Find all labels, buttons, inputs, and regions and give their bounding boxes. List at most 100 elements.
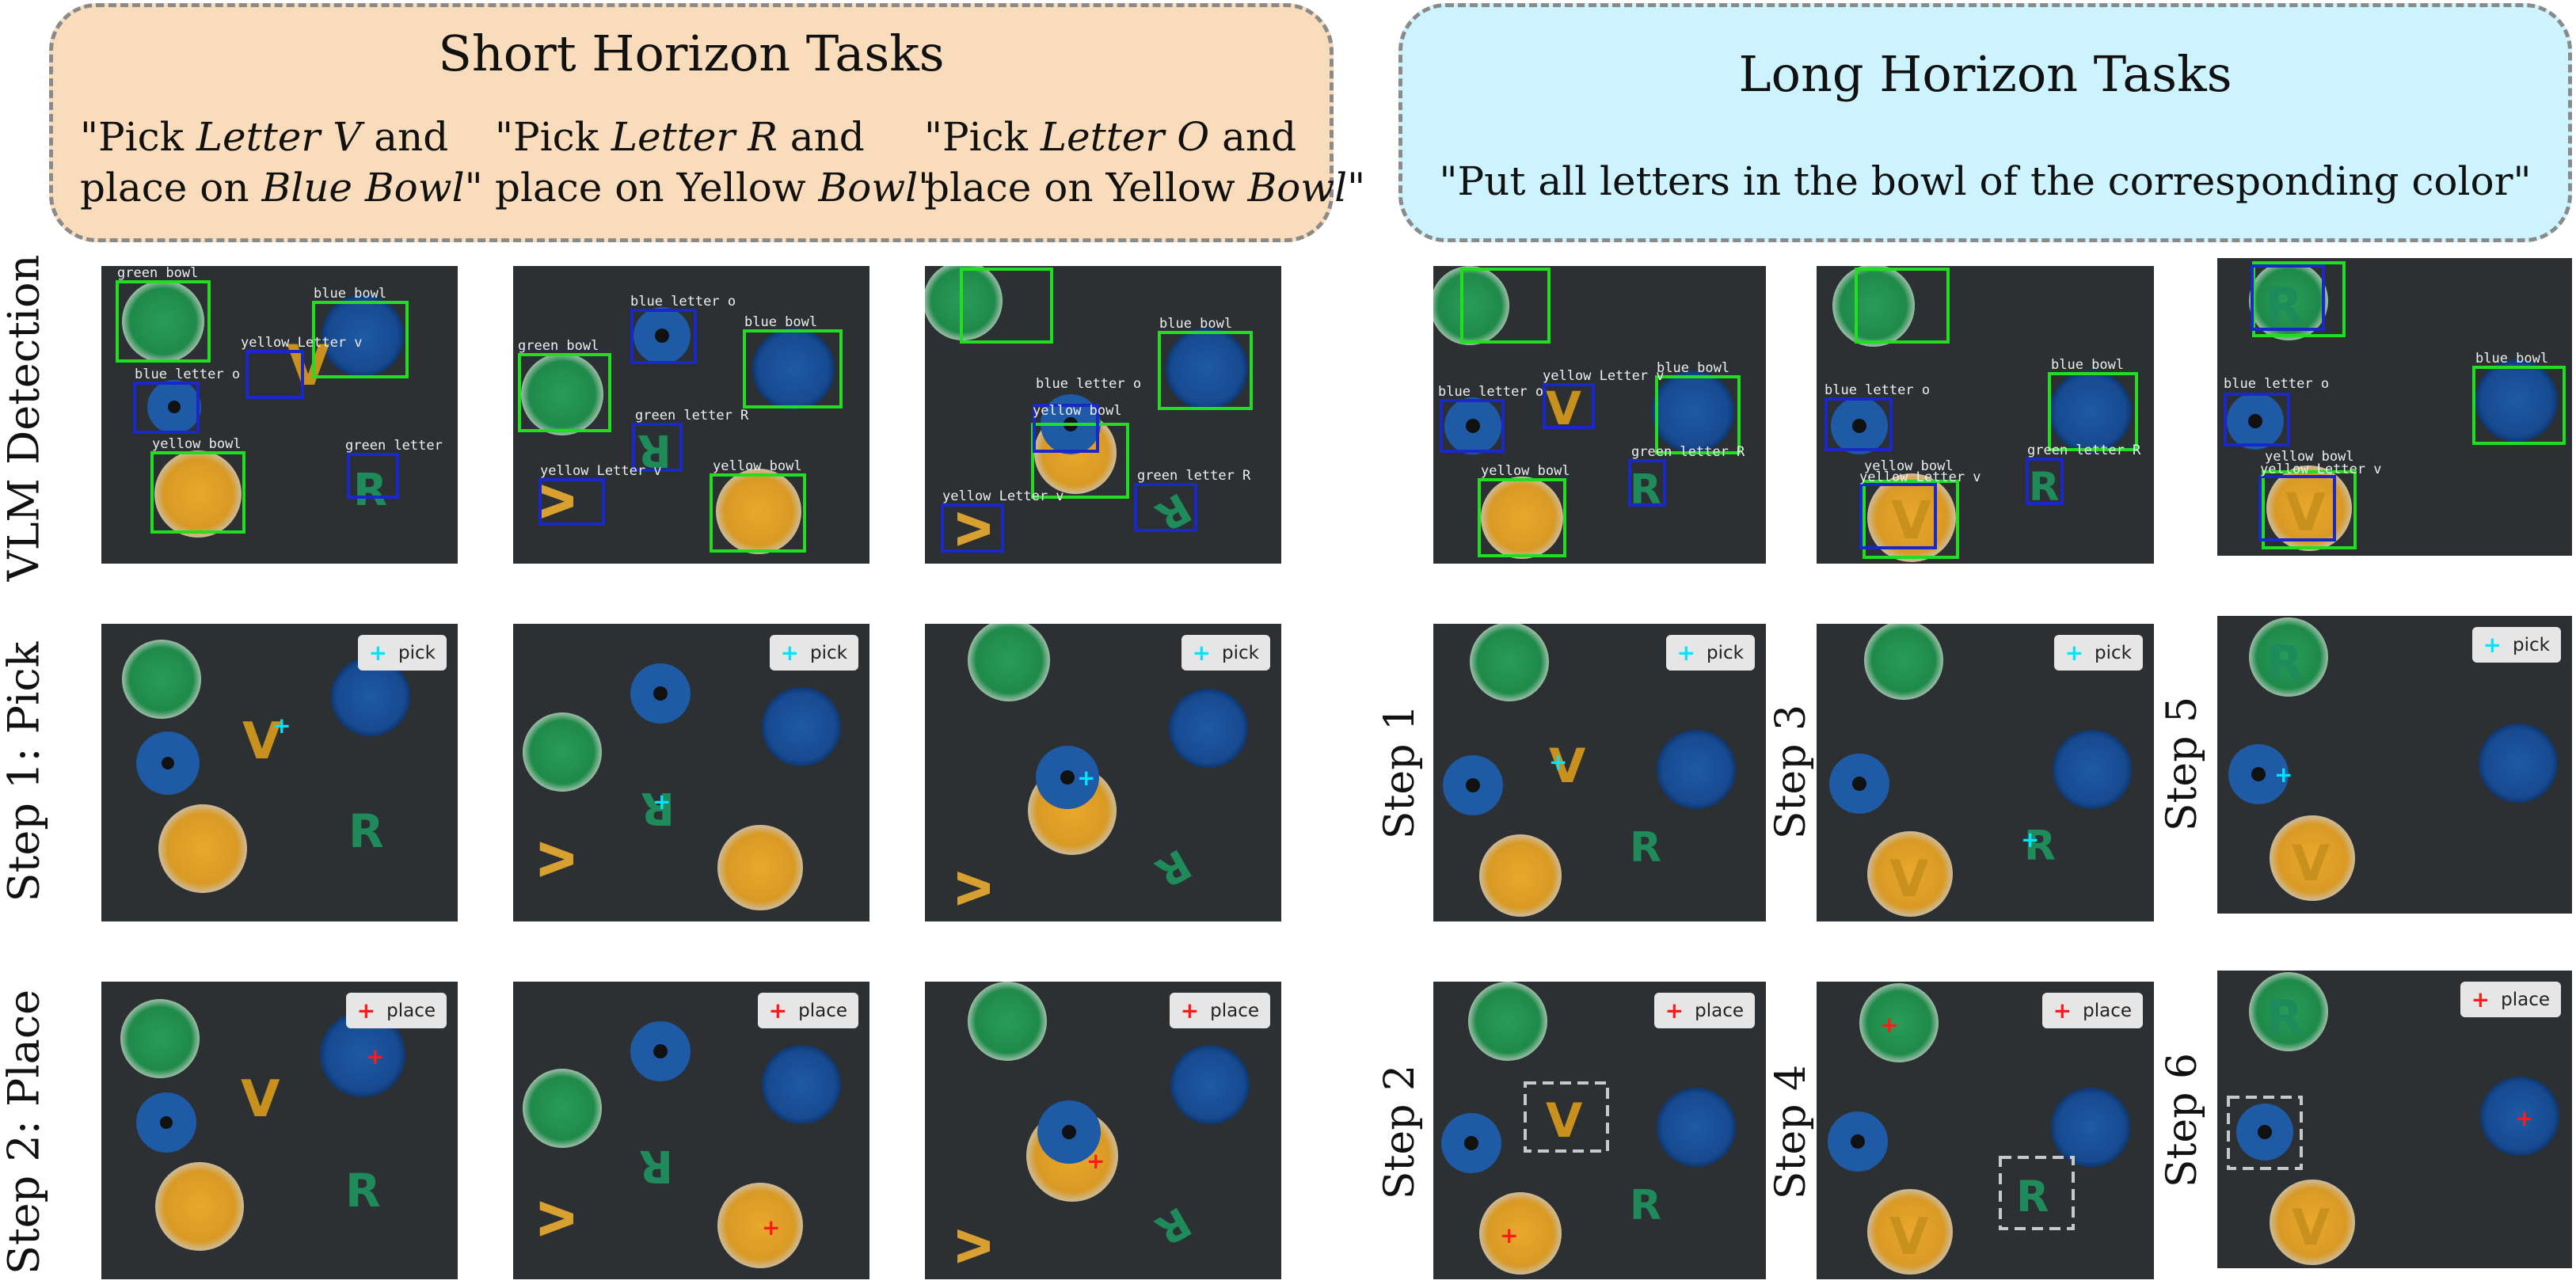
legend-place: + place bbox=[2041, 993, 2143, 1028]
detection-image-long-3: R V blue bowl blue letter o yellow bowl … bbox=[2217, 258, 2572, 556]
det-label: yellow bowl bbox=[2265, 449, 2354, 465]
pick-scene: R V + bbox=[2217, 616, 2572, 914]
svg-text:R: R bbox=[2266, 990, 2303, 1046]
det-label: yellow Letter v bbox=[1859, 469, 1981, 485]
plus-icon: + bbox=[1180, 997, 1200, 1024]
place-marker: + bbox=[762, 1214, 780, 1241]
step-label-3: Step 3 bbox=[1767, 704, 1815, 840]
det-label: yellow bowl bbox=[713, 458, 802, 474]
place-marker: + bbox=[1086, 1148, 1105, 1174]
plus-icon: + bbox=[2471, 986, 2490, 1013]
svg-text:V: V bbox=[531, 1201, 584, 1237]
long-horizon-panel: Long Horizon Tasks "Put all letters in t… bbox=[1398, 3, 2572, 242]
svg-text:V: V bbox=[242, 712, 282, 771]
legend-place: + place bbox=[757, 993, 858, 1028]
svg-text:V: V bbox=[1546, 1093, 1583, 1149]
pick-image-long-step5: R V + + pick bbox=[2217, 616, 2572, 914]
svg-text:R: R bbox=[353, 465, 387, 516]
legend-place: + place bbox=[1653, 993, 1755, 1028]
detection-scene: R V blue bowl blue letter o green letter… bbox=[1817, 266, 2154, 564]
pick-marker: + bbox=[653, 788, 671, 815]
dashed-target-box bbox=[2227, 1096, 2303, 1170]
legend-place: + place bbox=[345, 993, 447, 1028]
place-scene: V R + bbox=[1433, 982, 1766, 1279]
det-label: yellow Letter v bbox=[2260, 462, 2382, 477]
pick-scene: V R + bbox=[101, 624, 458, 921]
det-label: yellow bowl bbox=[152, 436, 242, 452]
svg-text:V: V bbox=[1891, 490, 1931, 551]
det-label: yellow Letter v bbox=[241, 335, 363, 351]
dashed-target-box bbox=[1524, 1081, 1609, 1153]
plus-icon: + bbox=[356, 997, 376, 1024]
plus-icon: + bbox=[780, 640, 800, 666]
det-label: yellow Letter v bbox=[1543, 368, 1665, 384]
det-label: green letter R bbox=[1631, 444, 1745, 460]
plus-icon: + bbox=[2064, 640, 2084, 666]
step-label-2: Step 2 bbox=[1376, 1064, 1424, 1200]
detection-image-long-1: V R yellow Letter v blue bowl blue lette… bbox=[1433, 266, 1766, 564]
pick-scene: R V + bbox=[513, 624, 869, 921]
det-label: green letter bbox=[345, 438, 443, 454]
det-label: blue letter o bbox=[1438, 384, 1543, 400]
detection-scene: R V blue bowl blue letter o yellow bowl … bbox=[2217, 258, 2572, 556]
svg-text:R: R bbox=[637, 424, 672, 476]
svg-text:V: V bbox=[241, 1070, 280, 1129]
step-label-5: Step 5 bbox=[2159, 696, 2206, 832]
det-label: green bowl bbox=[518, 338, 599, 354]
detection-image-short-1: V R green bowl blue bowl yellow Letter v… bbox=[101, 266, 458, 564]
svg-text:V: V bbox=[287, 333, 329, 398]
detection-image-long-2: R V blue bowl blue letter o green letter… bbox=[1817, 266, 2154, 564]
place-image-long-step4: R V + + place bbox=[1817, 982, 2154, 1279]
det-label: yellow bowl bbox=[1864, 458, 1954, 474]
det-label: blue letter o bbox=[630, 294, 736, 310]
pick-marker: + bbox=[1549, 749, 1567, 775]
task-instruction-3: "Pick Letter O and place on Yellow Bowl" bbox=[924, 114, 1366, 211]
detection-image-short-2: R V blue letter o blue bowl green bowl g… bbox=[513, 266, 869, 564]
det-label: yellow bowl bbox=[1481, 463, 1570, 479]
legend-pick: + pick bbox=[2471, 627, 2561, 663]
row-label-step2-place: Step 2: Place bbox=[0, 989, 49, 1275]
det-label: blue letter o bbox=[2224, 376, 2329, 392]
place-scene: V R + bbox=[101, 982, 458, 1279]
place-image-short-1: V R + + place bbox=[101, 982, 458, 1279]
pick-marker: + bbox=[2274, 762, 2293, 788]
task-instruction-1: "Pick Letter V and place on Blue Bowl" bbox=[80, 114, 483, 211]
det-label: blue letter o bbox=[1825, 382, 1930, 398]
svg-text:V: V bbox=[1889, 1208, 1929, 1267]
place-image-long-step6: R V + + place bbox=[2217, 971, 2572, 1268]
pick-image-short-2: R V + + pick bbox=[513, 624, 869, 921]
legend-pick: + pick bbox=[1181, 635, 1270, 671]
short-horizon-panel: Short Horizon Tasks "Pick Letter V and p… bbox=[49, 3, 1365, 242]
row-label-step1-pick: Step 1: Pick bbox=[0, 641, 49, 902]
svg-text:V: V bbox=[2285, 482, 2326, 543]
svg-text:R: R bbox=[2266, 636, 2303, 691]
place-marker: + bbox=[366, 1043, 384, 1070]
pick-marker: + bbox=[2021, 826, 2039, 853]
det-label: yellow Letter v bbox=[540, 463, 662, 479]
svg-text:R: R bbox=[348, 804, 384, 858]
svg-text:V: V bbox=[1549, 739, 1586, 794]
legend-pick: + pick bbox=[1665, 635, 1755, 671]
step-label-1: Step 1 bbox=[1376, 704, 1424, 840]
legend-place: + place bbox=[2460, 982, 2561, 1017]
task-instruction-2: "Pick Letter R and place on Yellow Bowl" bbox=[495, 114, 937, 211]
det-label: green bowl bbox=[117, 266, 198, 281]
detection-scene: V R green bowl blue bowl yellow Letter v… bbox=[101, 266, 458, 564]
detection-image-short-3: R V blue bowl blue letter o yellow bowl … bbox=[925, 266, 1281, 564]
plus-icon: + bbox=[1665, 997, 1684, 1024]
short-horizon-title: Short Horizon Tasks bbox=[438, 25, 945, 82]
dashed-target-box bbox=[1999, 1156, 2075, 1230]
plus-icon: + bbox=[368, 640, 388, 666]
svg-text:V: V bbox=[531, 842, 584, 877]
svg-text:V: V bbox=[1889, 850, 1929, 909]
place-marker: + bbox=[2515, 1105, 2533, 1131]
legend-pick: + pick bbox=[769, 635, 858, 671]
svg-text:V: V bbox=[949, 511, 1001, 546]
plus-icon: + bbox=[1676, 640, 1696, 666]
det-label: blue bowl bbox=[1657, 360, 1729, 376]
pick-image-short-3: R V + + pick bbox=[925, 624, 1281, 921]
plus-icon: + bbox=[1192, 640, 1212, 666]
pick-scene: V R + bbox=[1433, 624, 1766, 921]
place-marker: + bbox=[1500, 1222, 1518, 1248]
detection-scene: R V blue bowl blue letter o yellow bowl … bbox=[925, 266, 1281, 564]
